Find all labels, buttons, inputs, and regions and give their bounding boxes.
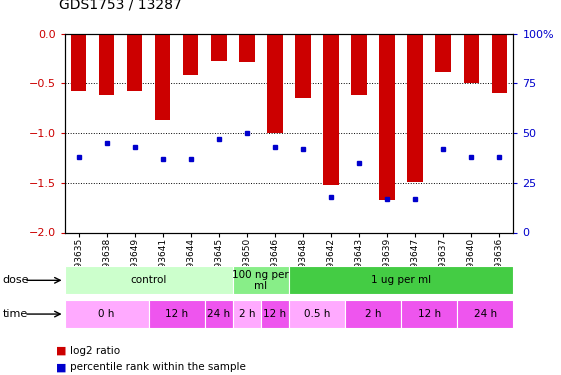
Bar xyxy=(463,34,479,84)
Bar xyxy=(261,300,289,328)
Text: ■: ■ xyxy=(56,346,67,355)
Bar xyxy=(233,300,261,328)
Text: 12 h: 12 h xyxy=(165,309,188,319)
Bar xyxy=(351,34,367,95)
Text: 12 h: 12 h xyxy=(417,309,441,319)
Text: control: control xyxy=(131,275,167,285)
Bar xyxy=(379,34,395,200)
Bar xyxy=(127,34,142,92)
Bar xyxy=(155,34,171,120)
Bar xyxy=(267,34,283,133)
Bar xyxy=(149,300,205,328)
Bar xyxy=(407,34,423,182)
Text: 12 h: 12 h xyxy=(263,309,287,319)
Text: 0 h: 0 h xyxy=(98,309,115,319)
Text: 2 h: 2 h xyxy=(238,309,255,319)
Bar xyxy=(457,300,513,328)
Text: percentile rank within the sample: percentile rank within the sample xyxy=(70,363,246,372)
Text: GDS1753 / 13287: GDS1753 / 13287 xyxy=(59,0,182,11)
Bar xyxy=(295,34,311,98)
Bar xyxy=(233,266,289,294)
Bar xyxy=(345,300,401,328)
Bar xyxy=(289,300,345,328)
Text: log2 ratio: log2 ratio xyxy=(70,346,120,355)
Bar xyxy=(65,266,233,294)
Bar xyxy=(99,34,114,95)
Text: dose: dose xyxy=(3,275,29,285)
Bar xyxy=(65,300,149,328)
Text: 24 h: 24 h xyxy=(207,309,231,319)
Bar xyxy=(289,266,513,294)
Bar xyxy=(323,34,339,185)
Text: ■: ■ xyxy=(56,363,67,372)
Bar xyxy=(435,34,451,72)
Text: 24 h: 24 h xyxy=(473,309,497,319)
Bar xyxy=(211,34,227,61)
Bar xyxy=(491,34,507,93)
Text: 2 h: 2 h xyxy=(365,309,381,319)
Text: 1 ug per ml: 1 ug per ml xyxy=(371,275,431,285)
Bar xyxy=(205,300,233,328)
Bar xyxy=(183,34,199,75)
Text: time: time xyxy=(3,309,28,319)
Bar xyxy=(71,34,86,92)
Bar xyxy=(401,300,457,328)
Bar xyxy=(239,34,255,62)
Text: 100 ng per
ml: 100 ng per ml xyxy=(232,270,289,291)
Text: 0.5 h: 0.5 h xyxy=(304,309,330,319)
